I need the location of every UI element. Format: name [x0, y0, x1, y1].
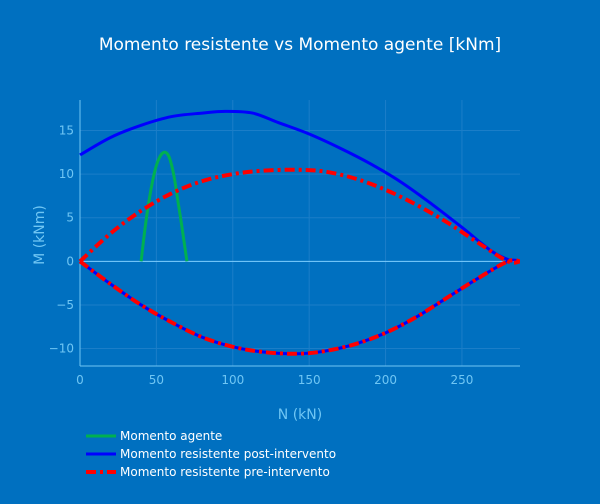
y-tick-label: 15	[59, 124, 74, 138]
series-line	[79, 109, 514, 263]
axes: 0 50 100 150 200 250 −10 −5 0 5 10 15	[49, 100, 520, 387]
series-line	[139, 150, 189, 262]
x-tick-label: 100	[221, 373, 244, 387]
x-tick-label: 150	[298, 373, 321, 387]
y-tick-label: 10	[59, 167, 74, 181]
series-line	[78, 167, 521, 265]
x-axis-label: N (kN)	[278, 407, 322, 423]
x-tick-label: 0	[76, 373, 84, 387]
legend-label: Momento agente	[120, 429, 222, 443]
legend-item[interactable]: Momento resistente pre-intervento	[86, 465, 330, 479]
legend-label: Momento resistente pre-intervento	[120, 465, 330, 479]
plot-area	[78, 109, 521, 356]
x-tick-label: 250	[450, 373, 473, 387]
x-tick-label: 50	[149, 373, 164, 387]
x-tick-label: 200	[374, 373, 397, 387]
legend[interactable]: Momento agente Momento resistente post-in…	[86, 429, 336, 479]
grid	[79, 100, 520, 366]
series-line	[78, 258, 521, 356]
y-tick-label: 5	[66, 211, 74, 225]
legend-item[interactable]: Momento resistente post-intervento	[86, 447, 336, 461]
chart-title: Momento resistente vs Momento agente [kN…	[99, 35, 501, 55]
y-tick-label: 0	[66, 254, 74, 268]
y-tick-label: −10	[49, 342, 74, 356]
series-line	[79, 258, 521, 356]
y-axis-label: M (kNm)	[32, 205, 48, 265]
legend-item[interactable]: Momento agente	[86, 429, 222, 443]
legend-label: Momento resistente post-intervento	[120, 447, 336, 461]
y-tick-label: −5	[56, 298, 74, 312]
